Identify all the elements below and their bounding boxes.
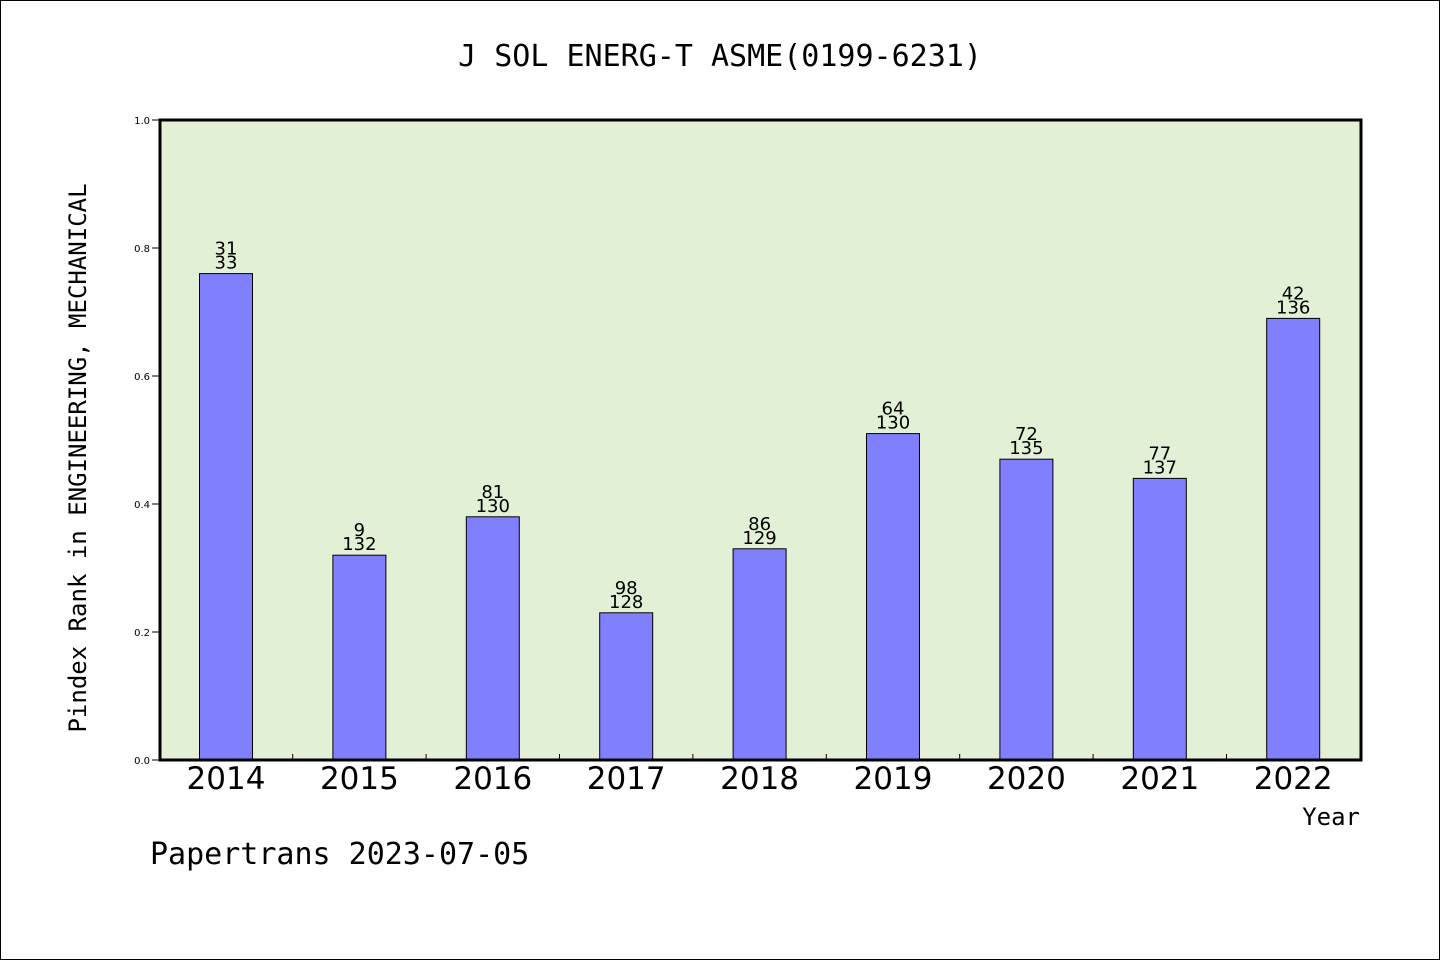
x-axis-label: Year xyxy=(1302,803,1360,831)
data-label-top: 98 xyxy=(615,578,638,599)
y-tick-label: 0.4 xyxy=(134,500,150,511)
data-label-top: 64 xyxy=(882,399,905,420)
y-axis-label: Pindex Rank in ENGINEERING, MECHANICAL xyxy=(64,183,92,732)
x-tick-label: 2020 xyxy=(987,761,1066,797)
x-tick-label: 2019 xyxy=(854,761,933,797)
y-tick-label: 0.8 xyxy=(134,244,150,255)
data-label-top: 31 xyxy=(215,239,238,260)
bar-2014 xyxy=(199,273,253,761)
data-label-bottom: 132 xyxy=(342,534,376,555)
data-label-top: 72 xyxy=(1015,424,1038,445)
data-label-top: 86 xyxy=(748,514,771,535)
data-label-bottom: 129 xyxy=(742,528,776,549)
y-tick-label: 0.6 xyxy=(134,372,150,383)
x-tick-label: 2021 xyxy=(1120,761,1199,797)
data-label-top: 42 xyxy=(1282,283,1305,304)
data-label-top: 9 xyxy=(354,520,365,541)
bar-2019 xyxy=(866,433,920,761)
data-label-top: 81 xyxy=(481,482,504,503)
bar-2017 xyxy=(599,612,654,761)
chart-title: J SOL ENERG-T ASME(0199-6231) xyxy=(458,39,982,74)
y-tick-label: 0.0 xyxy=(134,756,150,767)
x-tick-label: 2016 xyxy=(453,761,532,797)
data-label-bottom: 130 xyxy=(876,413,910,434)
y-axis: 0.0 0.2 0.4 0.6 0.8 1.0 xyxy=(134,116,160,767)
bar-2016 xyxy=(465,516,520,761)
bar-2020 xyxy=(999,458,1054,761)
data-label-bottom: 130 xyxy=(476,496,510,517)
data-label-bottom: 33 xyxy=(215,253,238,274)
bar-2021 xyxy=(1132,477,1187,761)
x-tick-label: 2014 xyxy=(187,761,266,797)
x-tick-label: 2017 xyxy=(587,761,666,797)
bar-2018 xyxy=(732,548,787,761)
x-tick-label: 2022 xyxy=(1254,761,1333,797)
y-tick-label: 0.2 xyxy=(134,628,150,639)
x-axis: 2014 2015 2016 2017 2018 2019 2020 2021 2022 xyxy=(187,754,1333,797)
data-label-bottom: 137 xyxy=(1143,457,1177,478)
bar-2015 xyxy=(332,554,387,761)
bar-2022 xyxy=(1266,317,1321,761)
data-label-bottom: 136 xyxy=(1276,297,1310,318)
plot-border xyxy=(158,118,1363,762)
x-tick-label: 2018 xyxy=(720,761,799,797)
y-tick-label: 1.0 xyxy=(134,116,150,127)
data-label-bottom: 135 xyxy=(1009,438,1043,459)
bars-group xyxy=(199,273,1321,761)
data-label-bottom: 128 xyxy=(609,592,643,613)
data-label-top: 77 xyxy=(1148,443,1171,464)
footer-credit: Papertrans 2023-07-05 xyxy=(150,837,529,872)
x-tick-label: 2015 xyxy=(320,761,399,797)
